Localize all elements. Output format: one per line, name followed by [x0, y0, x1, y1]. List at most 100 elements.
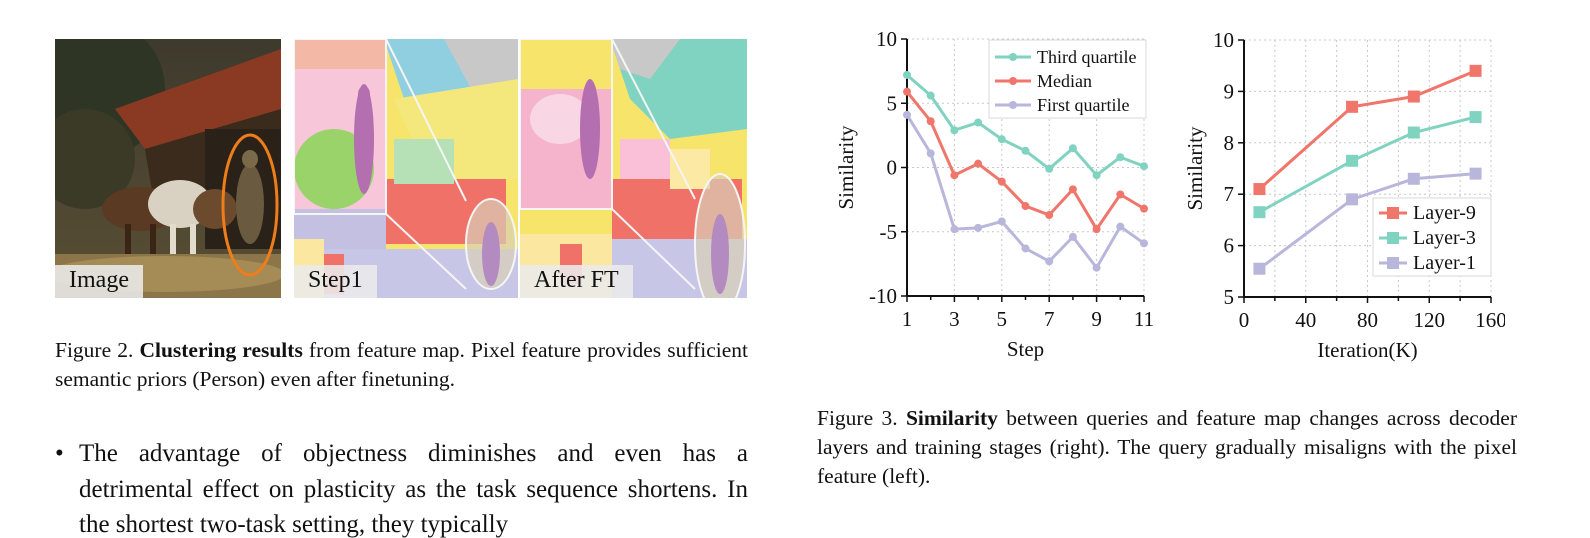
- data-point: [1469, 111, 1482, 124]
- chart-similarity-vs-iteration: 0 40 80 120 160 10 9 8 7 6 5 Iteration(K) Similarity…: [1183, 28, 1505, 362]
- panel-label-image: Image: [55, 265, 143, 298]
- data-point: [1407, 90, 1420, 103]
- data-point: [1092, 171, 1101, 180]
- data-point: [997, 135, 1006, 144]
- data-point: [903, 87, 911, 96]
- data-point: [1068, 144, 1077, 153]
- data-point: [950, 225, 959, 234]
- y-tick-label: 0: [887, 156, 898, 180]
- bullet-text: The advantage of objectness diminishes a…: [79, 440, 748, 538]
- y-tick-label: -5: [880, 220, 898, 244]
- figure2-caption-text: from feature map. Pixel feature provides…: [55, 338, 748, 392]
- figure3-caption-prefix: Figure 3.: [817, 406, 898, 430]
- figure3-caption-text: between queries and feature map changes …: [817, 406, 1518, 489]
- painting-image: [55, 39, 281, 298]
- y-tick-label: 9: [1224, 79, 1235, 103]
- data-point: [1407, 172, 1420, 185]
- x-tick-label: 5: [997, 307, 1008, 331]
- x-axis-label: Iteration(K): [1317, 338, 1417, 362]
- x-tick-label: 0: [1239, 308, 1250, 332]
- series-line: [1258, 172, 1476, 270]
- figure2-caption-prefix: Figure 2.: [55, 338, 134, 362]
- data-point: [1346, 100, 1359, 113]
- data-point: [1068, 185, 1077, 194]
- data-point: [1407, 126, 1420, 139]
- data-point: [1253, 183, 1266, 196]
- data-point: [926, 149, 935, 158]
- x-tick-label: 11: [1134, 307, 1154, 331]
- data-point: [1021, 244, 1030, 253]
- clustering-map-step1: [294, 39, 518, 298]
- data-point: [1045, 257, 1054, 266]
- legend-label: First quartile: [1037, 95, 1130, 115]
- data-point: [974, 223, 983, 232]
- x-tick-label: 120: [1414, 308, 1446, 332]
- y-tick-label: 7: [1224, 182, 1235, 206]
- data-point: [1116, 153, 1125, 162]
- legend-marker: [1387, 207, 1399, 219]
- x-tick-label: 160: [1475, 308, 1505, 332]
- figure3-caption: Figure 3. Similarity between queries and…: [817, 404, 1517, 492]
- data-point: [1140, 162, 1148, 171]
- x-tick-label: 3: [949, 307, 960, 331]
- legend-label: Layer-9: [1413, 202, 1476, 224]
- y-tick-label: 6: [1224, 234, 1235, 258]
- data-point: [1116, 190, 1125, 199]
- y-tick-label: 10: [1213, 28, 1234, 52]
- x-tick-label: 80: [1357, 308, 1378, 332]
- y-axis-label: Similarity: [834, 125, 858, 210]
- data-point: [997, 177, 1006, 186]
- x-tick-label: 1: [902, 307, 913, 331]
- figure2-panel-after-ft: After FT: [520, 39, 747, 298]
- data-point: [1469, 167, 1482, 180]
- legend-label: Median: [1037, 71, 1092, 91]
- legend-marker: [1009, 101, 1017, 109]
- panel-label-after-ft: After FT: [520, 265, 633, 298]
- data-point: [1116, 222, 1125, 231]
- data-point: [903, 110, 911, 119]
- figure2-caption-bold: Clustering results: [139, 338, 303, 362]
- y-tick-label: 8: [1224, 131, 1235, 155]
- data-point: [926, 91, 935, 100]
- clustering-map-after-ft: [520, 39, 747, 298]
- y-tick-label: 5: [887, 91, 898, 115]
- figure3-caption-bold: Similarity: [905, 406, 998, 430]
- chart-similarity-vs-step: 1 3 5 7 9 11 10 5 0 -5 -10 Step Similarity Third quar…: [834, 27, 1154, 361]
- legend-marker: [1387, 257, 1399, 269]
- data-point: [1092, 225, 1101, 234]
- data-point: [950, 126, 959, 135]
- y-tick-label: -10: [869, 284, 897, 308]
- legend-marker: [1009, 53, 1017, 61]
- series-line: [1258, 69, 1477, 191]
- x-tick-label: 9: [1091, 307, 1102, 331]
- data-point: [1140, 204, 1148, 213]
- figure2-panel-step1: Step1: [294, 39, 518, 298]
- data-point: [1021, 202, 1030, 211]
- data-point: [1045, 211, 1054, 220]
- data-point: [1253, 262, 1266, 275]
- x-axis-label: Step: [1007, 337, 1044, 361]
- data-point: [1068, 232, 1077, 241]
- data-point: [1092, 263, 1101, 272]
- data-point: [974, 159, 983, 168]
- data-point: [1253, 206, 1266, 219]
- data-point: [997, 217, 1006, 226]
- legend-marker: [1009, 77, 1017, 85]
- data-point: [974, 118, 983, 127]
- legend-label: Layer-1: [1413, 252, 1476, 274]
- y-axis-label: Similarity: [1183, 126, 1207, 211]
- figure2-panel-image: Image: [55, 39, 281, 298]
- data-point: [1346, 193, 1359, 206]
- legend-label: Layer-3: [1413, 227, 1476, 249]
- data-point: [903, 70, 911, 79]
- panel-label-step1: Step1: [294, 265, 377, 298]
- data-point: [1021, 146, 1030, 155]
- x-tick-label: 40: [1295, 308, 1316, 332]
- legend-label: Third quartile: [1037, 47, 1136, 67]
- data-point: [1045, 164, 1054, 173]
- figure2-caption: Figure 2. Clustering results from featur…: [55, 336, 748, 394]
- series-line: [1258, 115, 1476, 214]
- data-point: [1346, 154, 1359, 167]
- data-point: [950, 171, 959, 180]
- data-point: [1140, 239, 1148, 248]
